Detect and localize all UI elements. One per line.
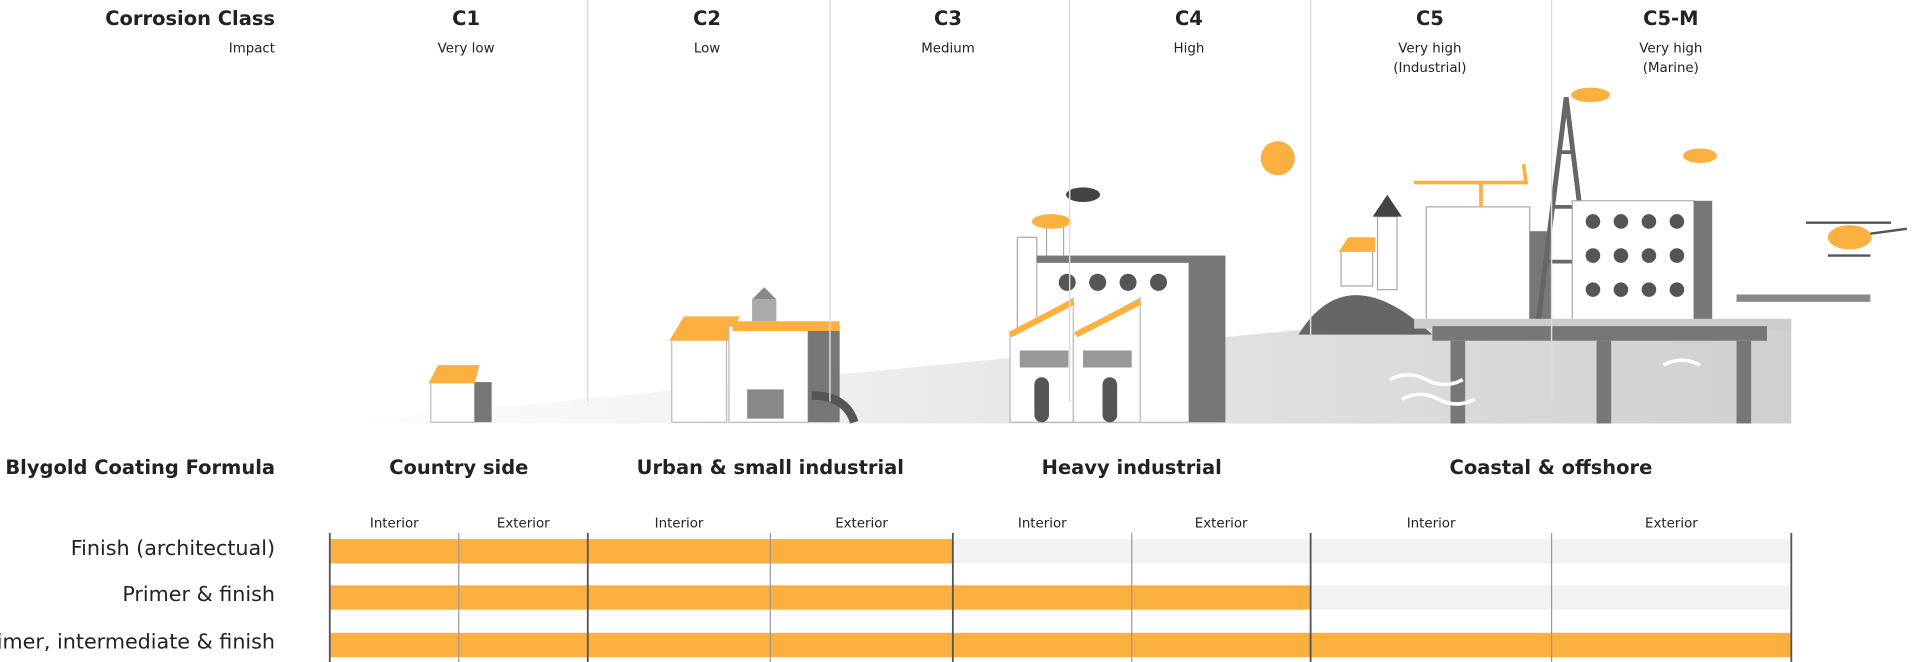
illustration-shape (1261, 141, 1295, 175)
illustration-shape (1189, 258, 1226, 422)
illustration-shape (1670, 214, 1685, 229)
coverage-bar (330, 585, 1311, 609)
illustration-shape (1586, 248, 1601, 263)
class-impact: High (1174, 42, 1205, 57)
illustration (331, 88, 1907, 424)
coverage-bar (330, 633, 1792, 657)
class-impact: Very low (438, 42, 495, 57)
section-subtitle: Impact (229, 42, 275, 57)
class-name: C2 (693, 7, 721, 30)
illustration-shape (1642, 282, 1657, 297)
illustration-shape (1737, 294, 1871, 301)
illustration-shape (1066, 187, 1100, 202)
class-name: C1 (452, 7, 480, 30)
illustration-shape (1037, 256, 1226, 263)
illustration-shape (752, 299, 776, 321)
column-label: Exterior (835, 516, 888, 531)
illustration-shape (1683, 148, 1717, 163)
environment-name: Coastal & offshore (1450, 456, 1653, 479)
column-label: Exterior (1645, 516, 1698, 531)
illustration-shape (1614, 282, 1629, 297)
infographic: Corrosion Class Impact Blygold Coating F… (0, 0, 1913, 662)
column-label: Interior (1407, 516, 1456, 531)
environment-name: Urban & small industrial (637, 456, 904, 479)
class-name: C5 (1416, 7, 1444, 30)
illustration-shape (1373, 195, 1402, 217)
column-label: Exterior (497, 516, 550, 531)
illustration-shape (1426, 207, 1529, 323)
illustration-shape (1670, 248, 1685, 263)
illustration-shape (1339, 237, 1376, 252)
column-label: Exterior (1195, 516, 1248, 531)
class-impact: Very high (1398, 42, 1461, 57)
class-impact: (Industrial) (1393, 61, 1466, 76)
illustration-shape (672, 338, 727, 422)
page: Corrosion Class Impact Blygold Coating F… (0, 0, 1913, 662)
illustration-shape (428, 365, 479, 383)
environment-name: Country side (389, 456, 528, 479)
row-label: Primer & finish (122, 582, 275, 606)
illustration-shape (1083, 350, 1132, 367)
illustration-shape (733, 321, 840, 331)
illustration-shape (1150, 274, 1167, 291)
illustration-shape (1571, 88, 1610, 103)
section-title: Corrosion Class (105, 7, 275, 30)
class-name: C5-M (1643, 7, 1698, 30)
coating-table: Finish (architectual) Primer & finish Prim… (0, 516, 1791, 662)
class-impact: Medium (921, 42, 974, 57)
illustration-shape (1298, 295, 1432, 335)
class-impact: Low (694, 42, 720, 57)
column-label: Interior (1018, 516, 1067, 531)
illustration-shape (808, 326, 840, 422)
illustration-shape (1103, 377, 1118, 422)
illustration-shape (1614, 214, 1629, 229)
class-name: C3 (934, 7, 962, 30)
illustration-shape (1586, 214, 1601, 229)
illustration-shape (475, 382, 492, 422)
illustration-shape (1120, 274, 1137, 291)
illustration-shape (1341, 249, 1373, 286)
class-name: C4 (1175, 7, 1203, 30)
illustration-shape (747, 389, 784, 418)
illustration-shape (1089, 274, 1106, 291)
illustration-shape (1586, 282, 1601, 297)
illustration-shape (1670, 282, 1685, 297)
illustration-shape (1642, 214, 1657, 229)
section-title: Blygold Coating Formula (5, 456, 275, 479)
illustration-shape (1694, 201, 1712, 323)
row-label: Finish (architectual) (71, 536, 275, 560)
column-label: Interior (370, 516, 419, 531)
class-impact: Very high (1639, 42, 1702, 57)
illustration-shape (1378, 217, 1397, 290)
illustration-shape (1032, 214, 1071, 229)
column-label: Interior (655, 516, 704, 531)
illustration-shape (1034, 377, 1049, 422)
illustration-shape (1432, 326, 1767, 341)
illustration-shape (1059, 274, 1076, 291)
environment-name: Heavy industrial (1042, 456, 1222, 479)
coverage-bar (330, 539, 953, 563)
illustration-shape (1597, 341, 1612, 424)
illustration-shape (1020, 350, 1069, 367)
illustration-shape (431, 382, 475, 422)
illustration-shape (1828, 225, 1872, 249)
row-label: Primer, intermediate & finish (0, 630, 275, 654)
illustration-shape (1414, 164, 1526, 207)
class-impact: (Marine) (1643, 61, 1699, 76)
illustration-shape (1614, 248, 1629, 263)
illustration-shape (1737, 341, 1752, 424)
illustration-shape (1642, 248, 1657, 263)
illustration-shape (752, 287, 776, 299)
